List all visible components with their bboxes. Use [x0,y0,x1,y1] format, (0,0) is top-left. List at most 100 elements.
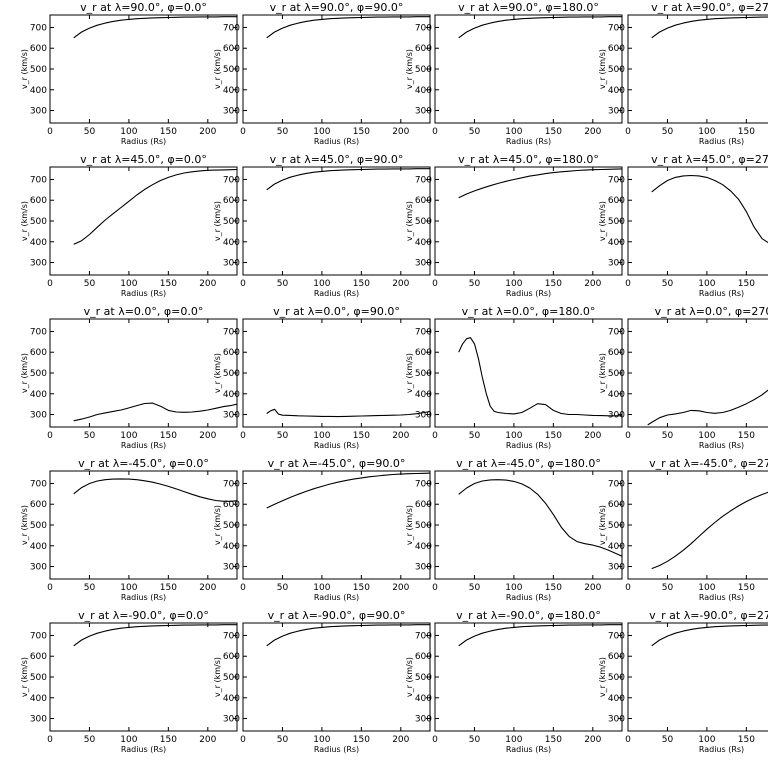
series-line [651,491,768,570]
x-tick-label: 100 [313,583,330,593]
y-tick-label: 500 [608,369,625,379]
y-tick-label: 500 [30,369,47,379]
x-tick-label: 50 [277,735,289,745]
y-axis-label: v_r (km/s) [598,201,607,241]
x-tick-label: 150 [545,127,562,137]
plot-frame [242,470,431,580]
y-tick-label: 700 [30,23,47,33]
y-tick-label: 500 [223,369,240,379]
y-tick-label: 600 [30,652,47,662]
y-tick-label: 400 [223,238,240,248]
plot-frame [627,14,768,124]
x-axis-label: Radius (Rs) [314,745,359,754]
x-tick-label: 150 [353,735,370,745]
x-tick-label: 0 [240,279,246,289]
x-tick-label: 200 [199,279,216,289]
x-tick-label: 150 [738,735,755,745]
x-tick-label: 200 [392,279,409,289]
x-axis-label: Radius (Rs) [506,137,551,146]
y-tick-label: 600 [223,652,240,662]
x-tick-label: 0 [432,583,438,593]
series-line [73,16,237,39]
x-tick-label: 50 [469,431,481,441]
plot-frame [627,166,768,276]
y-tick-label: 500 [30,521,47,531]
x-axis-label: Radius (Rs) [506,441,551,450]
y-tick-label: 400 [223,390,240,400]
y-tick-label: 600 [608,348,625,358]
y-tick-label: 400 [30,542,47,552]
plot-frame [627,470,768,580]
x-tick-label: 150 [353,583,370,593]
y-axis-label: v_r (km/s) [20,657,29,697]
panel: v_r at λ=-45.0°, φ=0.0° 0 50 100 150 200 300 40… [20,457,238,602]
x-axis-label: Radius (Rs) [506,593,551,602]
y-tick-label: 300 [30,411,47,421]
y-tick-label: 600 [608,652,625,662]
y-tick-label: 400 [415,390,432,400]
panel-title: v_r at λ=-45.0°, φ=180.0° [456,457,601,470]
y-tick-label: 500 [415,65,432,75]
y-tick-label: 300 [223,411,240,421]
y-tick-label: 300 [608,411,625,421]
x-tick-label: 0 [625,279,631,289]
x-tick-label: 200 [392,127,409,137]
x-tick-label: 200 [584,279,601,289]
x-tick-label: 50 [84,127,96,137]
panel: v_r at λ=45.0°, φ=180.0° 0 50 100 150 200 300 4… [405,153,623,298]
x-tick-label: 100 [505,279,522,289]
y-tick-label: 400 [30,694,47,704]
y-tick-label: 700 [415,479,432,489]
x-tick-label: 50 [277,431,289,441]
x-tick-label: 200 [584,583,601,593]
x-tick-label: 150 [160,431,177,441]
x-tick-label: 50 [469,735,481,745]
series-line [458,624,622,647]
y-axis-label: v_r (km/s) [405,353,414,393]
series-line [458,16,622,39]
x-tick-label: 200 [199,431,216,441]
y-tick-label: 400 [608,390,625,400]
y-tick-label: 600 [30,44,47,54]
y-axis-label: v_r (km/s) [213,353,222,393]
x-tick-label: 50 [84,583,96,593]
x-tick-label: 0 [240,583,246,593]
x-tick-label: 0 [625,127,631,137]
y-tick-label: 600 [223,348,240,358]
series-line [458,337,622,417]
x-tick-label: 150 [160,735,177,745]
x-axis-label: Radius (Rs) [121,593,166,602]
panel-title: v_r at λ=45.0°, φ=270.0° [651,153,768,166]
y-axis-label: v_r (km/s) [598,49,607,89]
x-tick-label: 200 [199,127,216,137]
x-axis-label: Radius (Rs) [699,137,744,146]
y-tick-label: 500 [223,65,240,75]
panel-title: v_r at λ=45.0°, φ=180.0° [458,153,599,166]
panel-title: v_r at λ=0.0°, φ=270.0° [655,305,768,318]
panel-title: v_r at λ=45.0°, φ=0.0° [80,153,207,166]
panel-title: v_r at λ=-45.0°, φ=90.0° [268,457,406,470]
panel-title: v_r at λ=90.0°, φ=180.0° [458,1,599,14]
y-tick-label: 700 [223,175,240,185]
x-tick-label: 50 [662,583,674,593]
x-tick-label: 0 [47,735,53,745]
y-axis-label: v_r (km/s) [405,505,414,545]
panel: v_r at λ=0.0°, φ=180.0° 0 50 100 150 200 300 40… [405,305,623,450]
x-tick-label: 0 [240,735,246,745]
y-tick-label: 400 [30,390,47,400]
series-line [73,168,237,245]
series-line [651,174,768,244]
y-tick-label: 300 [415,715,432,725]
y-tick-label: 400 [415,86,432,96]
panel: v_r at λ=45.0°, φ=0.0° 0 50 100 150 200 300 400… [20,153,238,298]
y-tick-label: 400 [223,86,240,96]
plot-frame [434,622,623,732]
series-line [266,624,430,647]
y-tick-label: 700 [223,631,240,641]
y-tick-label: 400 [415,542,432,552]
y-tick-label: 700 [30,631,47,641]
y-tick-label: 500 [415,673,432,683]
y-tick-label: 700 [608,631,625,641]
panel: v_r at λ=-90.0°, φ=0.0° 0 50 100 150 200 300 40… [20,609,238,754]
